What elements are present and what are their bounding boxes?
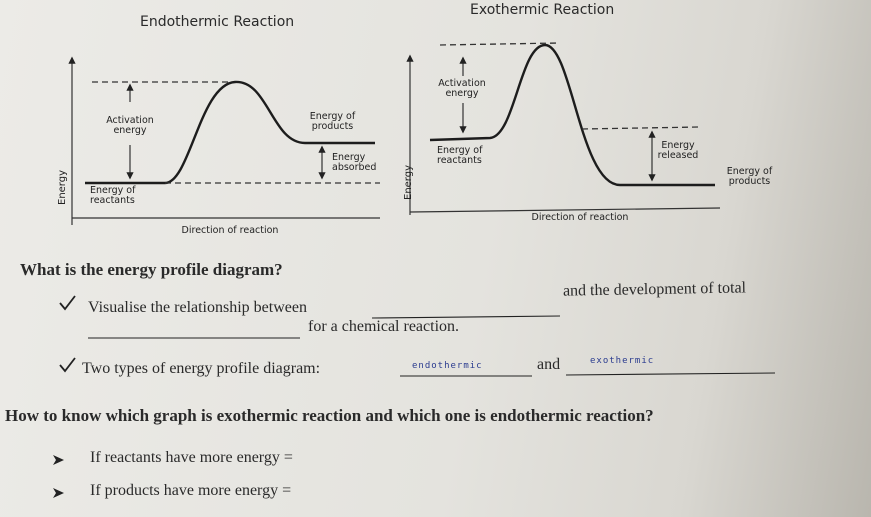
question-text: If reactants have more energy = — [90, 449, 293, 466]
question-heading: What is the energy profile diagram? — [20, 260, 283, 279]
question-text: and — [537, 356, 561, 373]
diagram-label: Energy of reactants — [90, 185, 136, 206]
exo-dash-base — [581, 126, 701, 130]
check-bullet — [59, 357, 76, 373]
question-text: for a chemical reaction. — [308, 318, 460, 335]
diagram-title: Exothermic Reaction — [470, 2, 615, 18]
axis-label: Energy — [57, 169, 68, 205]
axis-label: Direction of reaction — [531, 212, 629, 223]
question-text: and the development of total — [562, 279, 747, 300]
diagram-label: Energy of reactants — [437, 145, 483, 166]
exo-curve — [429, 43, 715, 187]
question-text: If products have more energy = — [90, 482, 292, 499]
diagram-label: Activation energy — [106, 115, 154, 136]
exo-x-axis — [409, 207, 721, 213]
handwritten-answer: endothermic — [412, 361, 483, 371]
question-heading: How to know which graph is exothermic re… — [5, 406, 654, 425]
question-text: Two types of energy profile diagram: — [82, 360, 321, 377]
blank-line — [565, 372, 776, 376]
diagram-label: Energy of products — [726, 166, 773, 187]
check-bullet — [59, 295, 76, 311]
arrow-bullet — [53, 488, 64, 498]
diagram-label: Energy released — [657, 140, 699, 161]
exo-dash-top — [439, 42, 561, 46]
diagram-title: Endothermic Reaction — [140, 14, 295, 30]
diagram-label: Activation energy — [438, 78, 486, 99]
endo-curve — [85, 80, 375, 185]
arrow-bullet — [53, 455, 64, 465]
diagram-label: Energy of products — [309, 111, 356, 132]
axis-label: Direction of reaction — [181, 225, 279, 236]
handwritten-answer: exothermic — [590, 356, 655, 366]
blank-line — [371, 315, 561, 319]
diagram-label: Energy absorbed — [332, 152, 377, 173]
axis-label: Energy — [403, 164, 414, 200]
question-text: Visualise the relationship between — [88, 299, 307, 316]
